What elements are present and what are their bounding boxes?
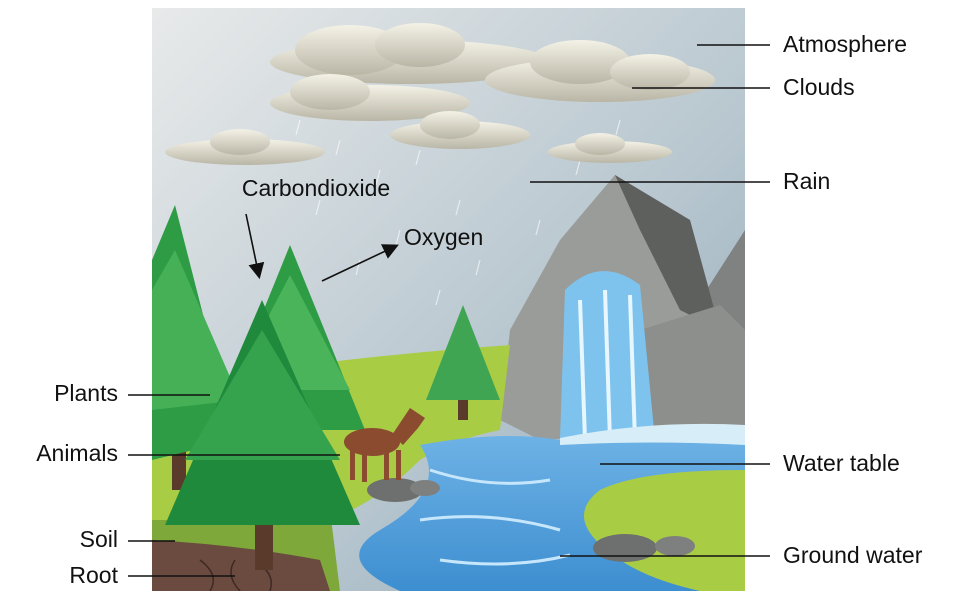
stone	[410, 480, 440, 496]
label: Animals	[36, 440, 118, 466]
label: Ground water	[783, 542, 923, 568]
label: Clouds	[783, 74, 855, 100]
scene	[152, 8, 745, 591]
water-cycle-diagram: Atmosphere Clouds Rain Water table Groun…	[0, 0, 972, 591]
label: Oxygen	[404, 224, 483, 250]
label: Carbondioxide	[242, 175, 390, 201]
stone	[655, 536, 695, 556]
label: Rain	[783, 168, 830, 194]
label: Soil	[80, 526, 118, 552]
label: Water table	[783, 450, 900, 476]
stone	[593, 534, 657, 562]
label: Atmosphere	[783, 31, 907, 57]
label: Root	[69, 562, 118, 588]
label: Plants	[54, 380, 118, 406]
